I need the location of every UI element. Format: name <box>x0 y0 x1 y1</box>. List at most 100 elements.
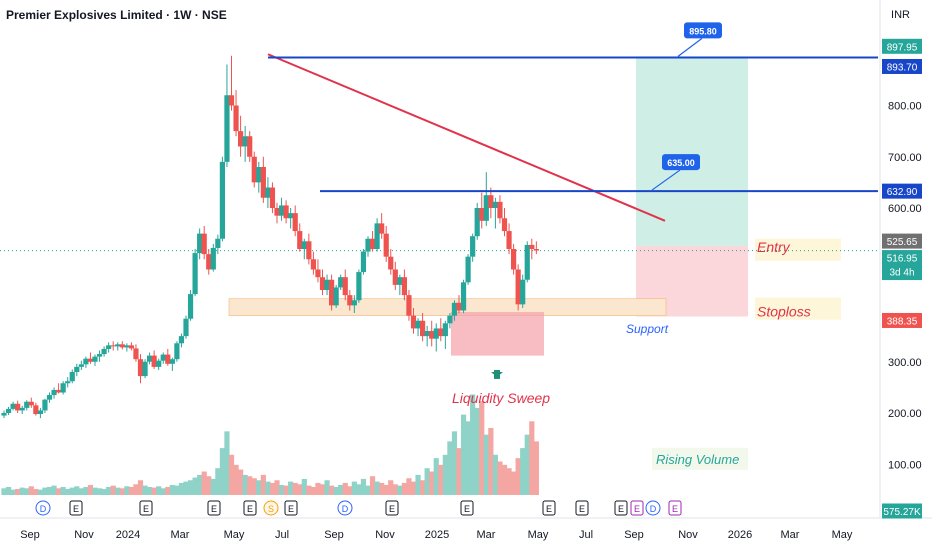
volume-bar <box>28 486 34 495</box>
volume-bar <box>315 482 321 495</box>
candle <box>101 348 107 355</box>
candle <box>169 359 175 364</box>
volume-bar <box>506 468 512 495</box>
volume-bar <box>447 441 453 495</box>
candle <box>197 233 203 254</box>
earnings-marker[interactable] <box>668 500 682 516</box>
candle <box>247 136 253 157</box>
candle <box>369 238 376 249</box>
candle <box>479 208 485 221</box>
candle <box>379 223 385 234</box>
dividend-marker[interactable] <box>35 500 51 516</box>
earnings-marker[interactable] <box>243 500 257 516</box>
volume-bar <box>183 481 189 495</box>
candle <box>37 410 43 415</box>
price-badge-label: 575.27K <box>883 507 921 518</box>
volume-bar <box>406 478 412 495</box>
earnings-marker[interactable] <box>139 500 153 516</box>
volume-bar <box>69 487 75 495</box>
candle <box>233 105 239 132</box>
price-badge-label: 525.65 <box>887 237 918 248</box>
earnings-marker[interactable] <box>614 500 628 516</box>
volume-bar <box>5 486 12 495</box>
price-badge <box>882 233 922 249</box>
candle <box>156 360 162 367</box>
volume-bar <box>215 468 221 495</box>
candle <box>28 401 34 406</box>
x-tick-label: May <box>832 529 853 541</box>
price-badge-label: 388.35 <box>887 316 918 327</box>
dividend-marker[interactable] <box>337 500 353 516</box>
candle <box>442 323 448 337</box>
price-badge <box>882 58 922 74</box>
candle <box>470 236 476 257</box>
chart-title: Premier Explosives Limited · 1W · NSE <box>6 8 227 22</box>
candle <box>56 389 62 393</box>
candle <box>24 401 30 408</box>
volume-bar <box>470 394 476 495</box>
earnings-marker[interactable] <box>284 500 298 516</box>
candle <box>128 345 134 349</box>
volume-bar <box>269 482 276 495</box>
candle <box>306 241 312 260</box>
earnings-marker[interactable] <box>630 500 644 516</box>
candle <box>406 295 412 316</box>
volume-bar <box>297 484 303 495</box>
candle <box>401 277 407 296</box>
split-marker[interactable] <box>263 500 279 516</box>
candle <box>42 399 48 411</box>
candle <box>533 249 539 251</box>
dividend-marker[interactable] <box>645 500 661 516</box>
earnings-marker[interactable] <box>385 500 399 516</box>
volume-bar <box>151 487 157 495</box>
volume-bar <box>451 431 458 495</box>
volume-bar <box>465 421 471 495</box>
candle <box>333 287 339 306</box>
earnings-marker[interactable] <box>460 500 474 516</box>
level-callout-label: 895.80 <box>689 26 717 36</box>
earnings-marker[interactable] <box>575 500 589 516</box>
earnings-marker[interactable] <box>69 500 83 516</box>
volume-bar <box>115 487 121 495</box>
event-marker-label: S <box>268 504 274 514</box>
candle <box>438 328 444 337</box>
candle <box>46 395 53 400</box>
event-marker-label: E <box>546 504 552 514</box>
volume-bar <box>137 480 144 495</box>
candle <box>520 279 526 305</box>
candle <box>329 279 335 306</box>
candle <box>260 167 266 198</box>
candle <box>151 355 157 367</box>
volume-bar <box>251 478 257 495</box>
volume-bar <box>42 487 48 495</box>
volume-bar <box>10 489 16 495</box>
price-badge <box>882 250 922 281</box>
support-annotation: Support <box>626 322 669 336</box>
earnings-marker[interactable] <box>207 500 221 516</box>
earnings-marker[interactable] <box>542 500 556 516</box>
volume-bar <box>292 482 298 495</box>
candle <box>433 328 439 339</box>
volume-bar <box>283 485 289 495</box>
volume-bar <box>351 481 357 495</box>
candle <box>215 238 221 248</box>
x-tick-label: Nov <box>678 529 698 541</box>
volume-bar <box>533 441 539 495</box>
candle <box>424 331 430 337</box>
currency-label: INR <box>891 9 910 21</box>
x-tick-label: 2025 <box>425 529 449 541</box>
volume-bar <box>37 489 43 495</box>
candle <box>165 354 171 364</box>
candle <box>183 318 189 337</box>
event-marker-label: D <box>40 504 47 514</box>
support-zone <box>228 298 667 316</box>
event-marker-label: E <box>579 504 585 514</box>
candle <box>301 241 307 249</box>
candle <box>429 331 435 339</box>
candle <box>137 359 144 377</box>
candle <box>269 187 276 208</box>
volume-bar <box>87 484 94 495</box>
candle <box>87 358 94 362</box>
volume-bar <box>492 454 498 495</box>
